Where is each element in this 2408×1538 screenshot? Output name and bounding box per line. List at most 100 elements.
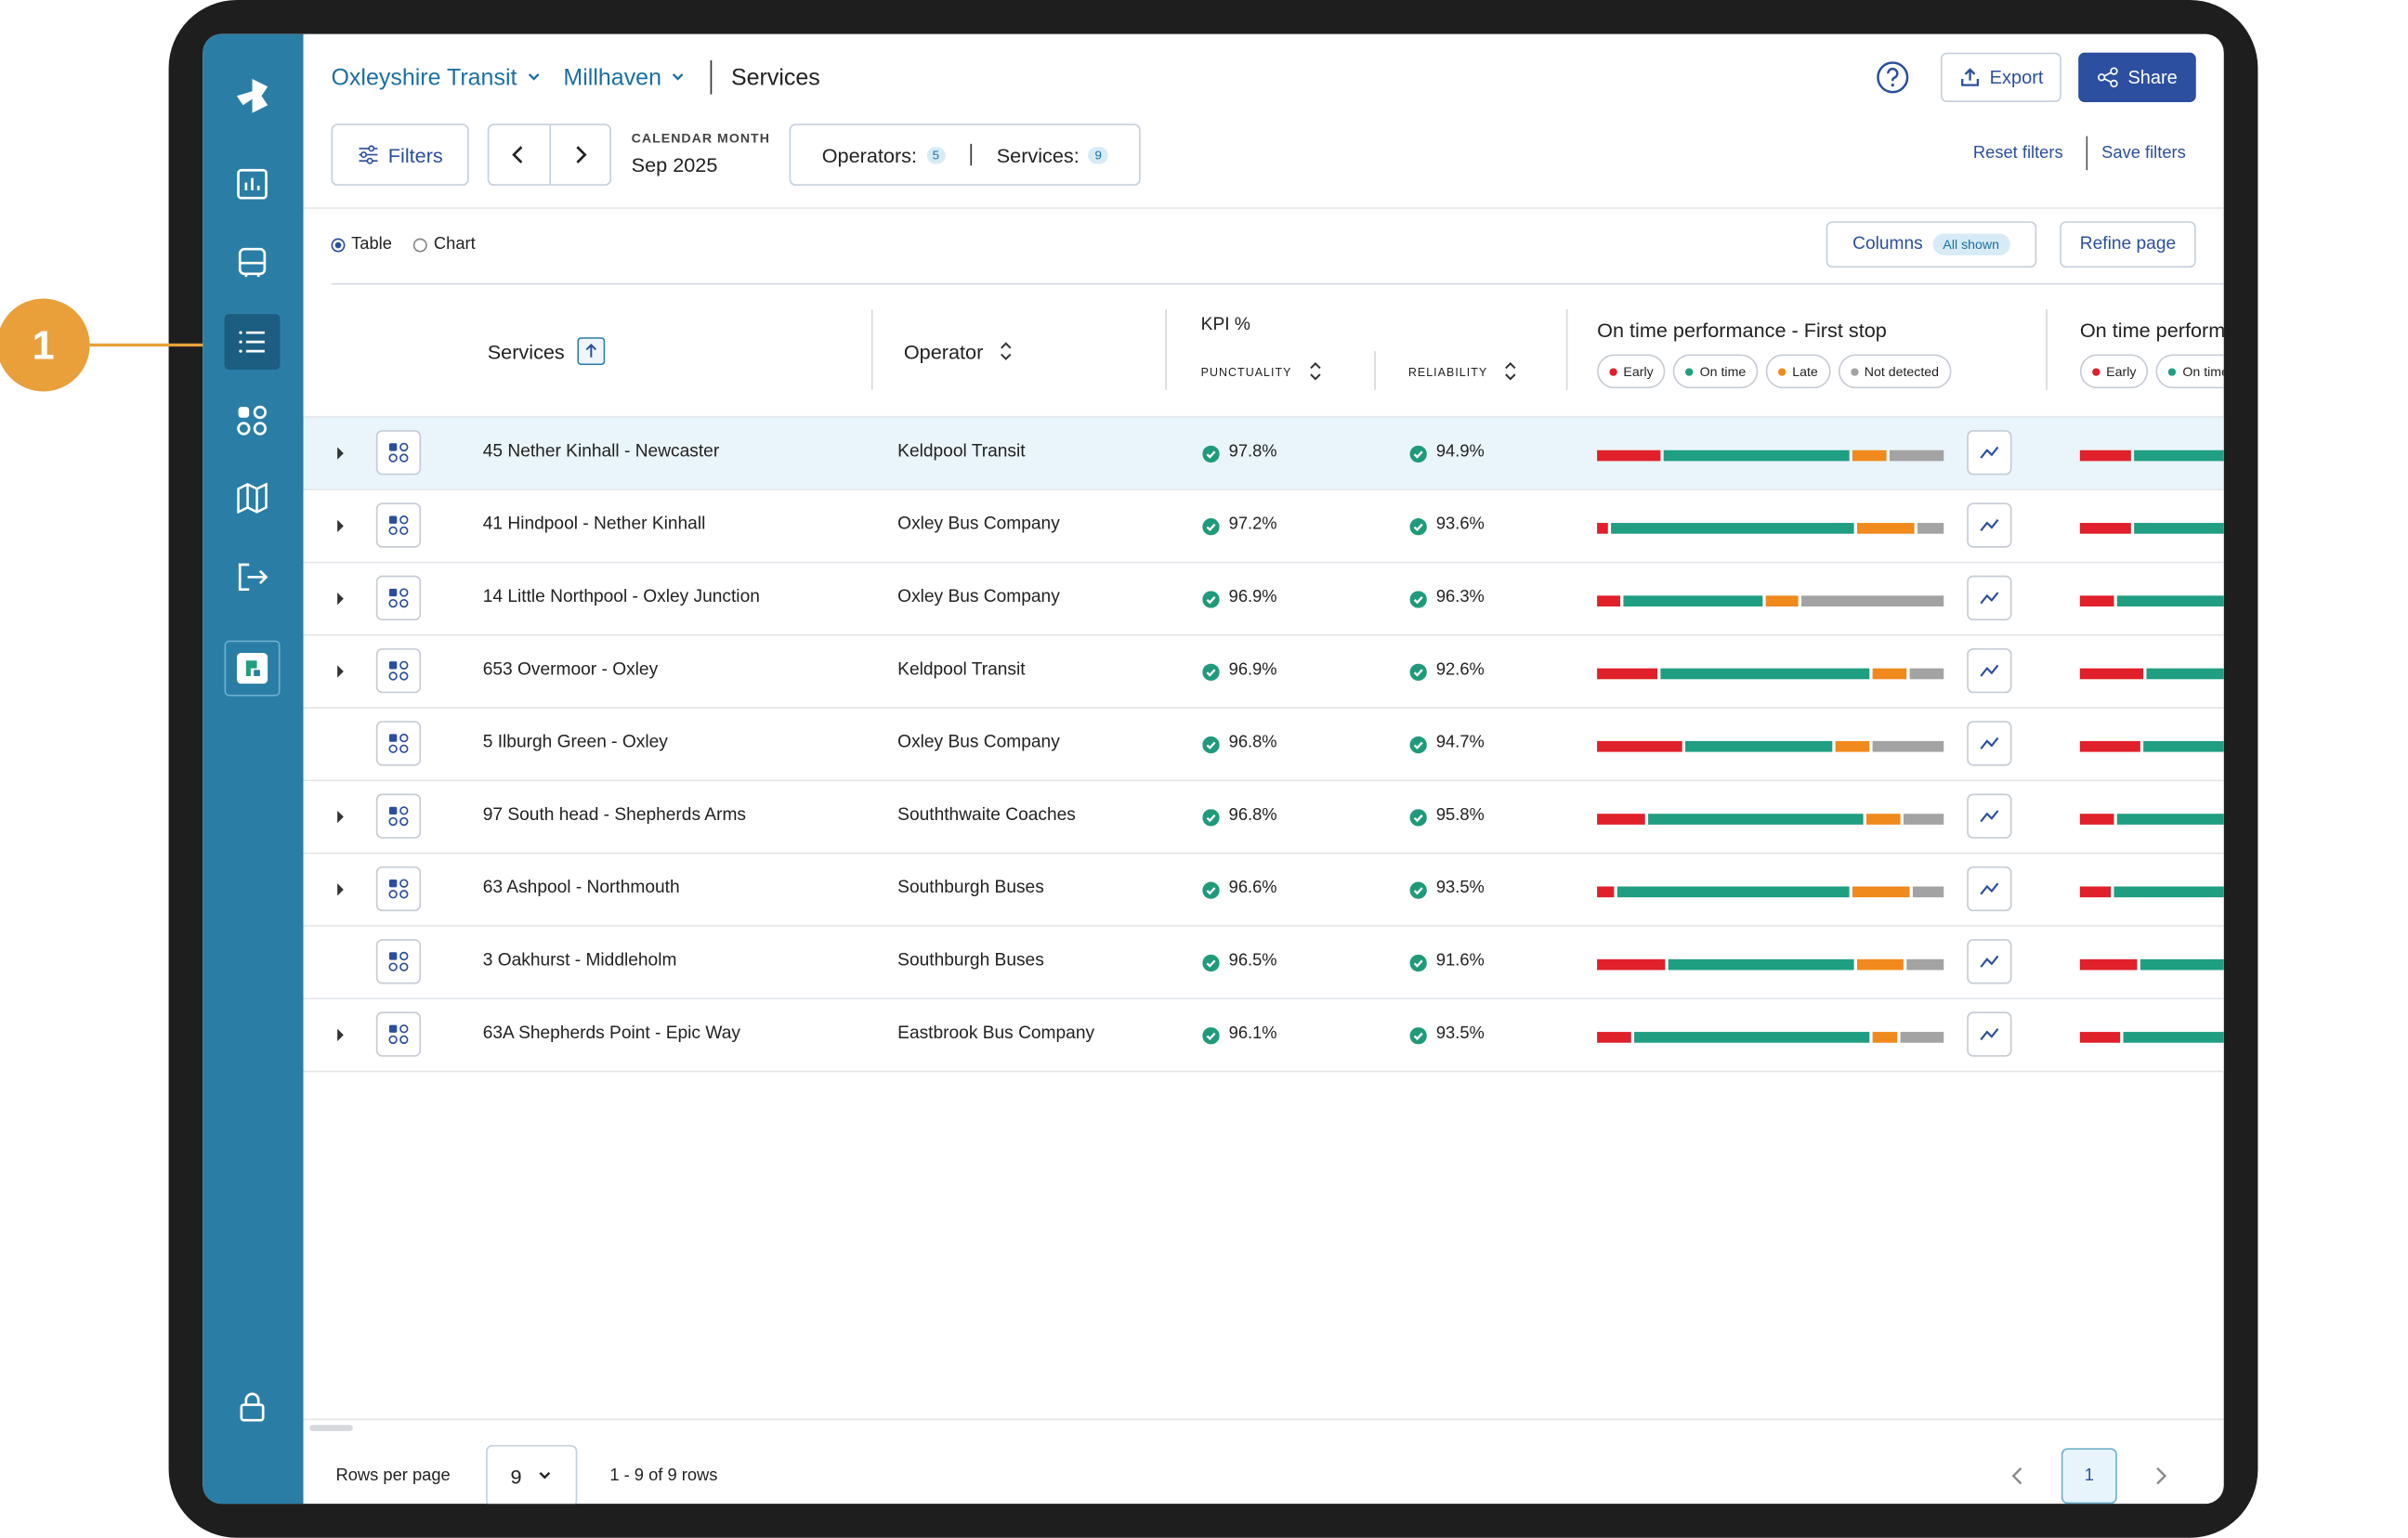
share-button[interactable]: Share [2078,52,2196,102]
otp-segment [2143,740,2224,752]
service-icon-button[interactable] [375,430,422,476]
nav-vehicles[interactable] [237,247,268,279]
service-icon-button[interactable] [375,939,422,984]
page-button[interactable]: 1 [2061,1448,2117,1505]
rows-per-page-select[interactable]: 9 [486,1444,578,1505]
check-icon [1202,662,1220,681]
service-icon-button[interactable] [375,1011,422,1057]
next-page[interactable] [2153,1466,2168,1487]
legend-dot [2168,367,2177,375]
trend-button[interactable] [1967,1011,2012,1057]
columns-status: All shown [1931,233,2010,255]
punctuality: 96.6% [1228,879,1277,898]
trend-button[interactable] [1967,502,2012,548]
operator-name: Southburgh Buses [897,951,1044,971]
table-row[interactable] [303,490,2224,564]
trend-button[interactable] [1967,647,2012,694]
punctuality: 96.9% [1228,660,1277,680]
expand-toggle[interactable] [334,882,347,898]
radio[interactable] [413,237,428,252]
operator-header[interactable]: Operator [904,335,1014,366]
legend-chip[interactable]: Early [2079,354,2149,389]
trend-button[interactable] [1967,793,2012,839]
trend-button[interactable] [1967,939,2012,984]
reset-filters[interactable]: Reset filters [1972,143,2063,163]
service-icon-button[interactable] [375,721,422,766]
expand-toggle[interactable] [334,1027,347,1043]
table-row[interactable] [303,926,2224,1000]
legend-dot [1850,367,1859,375]
label: 1 [2084,1466,2094,1486]
nav-lock[interactable] [237,1391,268,1422]
check-icon [1202,953,1220,971]
table-row[interactable] [303,854,2224,927]
otp-segment [1852,450,1887,462]
otp-bar [1597,1032,1944,1043]
next-button[interactable] [550,125,609,184]
punctuality: 96.5% [1228,951,1277,971]
scope-filter[interactable]: Operators: 5 Services: 9 [789,124,1141,186]
reliability-header[interactable]: RELIABILITY [1408,362,1519,381]
operator-name: Oxley Bus Company [897,588,1060,606]
punctuality-header[interactable]: PUNCTUALITY [1201,362,1323,381]
service-icon-button[interactable] [375,647,422,694]
trend-button[interactable] [1967,866,2012,912]
columns-button[interactable]: Columns All shown [1826,221,2037,268]
nav-app-tile[interactable] [224,640,281,697]
breadcrumb[interactable]: Millhaven [563,64,661,91]
help-button[interactable] [1876,60,1910,95]
legend-chip[interactable]: Late [1765,354,1831,389]
trend-button[interactable] [1967,430,2012,476]
view-label: Table [351,235,392,254]
scrollbar[interactable] [309,1425,353,1431]
service-icon-button[interactable] [375,793,422,839]
legend-chip[interactable]: Not detected [1838,354,1952,389]
expand-toggle[interactable] [334,809,347,825]
legend-label: On time [2182,363,2223,380]
legend-chip[interactable]: Early [1597,354,1667,389]
service-icon-button[interactable] [375,502,422,548]
legend-dot [1778,367,1786,375]
nav-services[interactable] [237,326,268,357]
otp-segment [1866,814,1901,825]
nav-apps[interactable] [237,405,268,436]
reliability: 92.6% [1435,660,1485,680]
breadcrumb[interactable]: Oxleyshire Transit [331,64,517,91]
service-icon-button[interactable] [375,866,422,912]
refine-button[interactable]: Refine page [2060,221,2196,268]
radio[interactable] [331,237,346,252]
expand-toggle[interactable] [334,664,347,680]
expand-toggle[interactable] [334,446,347,462]
expand-toggle[interactable] [334,591,347,606]
otp-second-header: On time performance [2079,319,2224,343]
filters-button[interactable]: Filters [331,124,469,186]
prev-button[interactable] [489,124,551,185]
nav-exit[interactable] [237,562,268,593]
otp-segment [1633,1032,1870,1043]
punctuality: 97.8% [1228,442,1277,462]
check-icon [1409,1026,1427,1044]
check-icon [1409,517,1427,535]
trend-button[interactable] [1967,575,2012,620]
punctuality: 97.2% [1228,515,1277,534]
prev-page[interactable] [2010,1466,2026,1487]
column-divider [1565,309,1568,390]
service-icon-button[interactable] [375,575,422,620]
legend-chip[interactable]: On time [2156,354,2224,389]
save-filters[interactable]: Save filters [2101,143,2186,163]
legend-chip[interactable]: On time [1673,354,1759,389]
otp-bar [1597,595,1944,606]
services-label: Services: [996,143,1080,167]
nav-dashboard[interactable] [237,168,268,200]
export-button[interactable]: Export [1940,52,2061,102]
service-header[interactable]: Services [488,335,606,366]
nav-map[interactable] [237,482,268,515]
otp-segment [1616,886,1851,898]
trend-button[interactable] [1967,721,2012,766]
otp-segment [1597,740,1682,752]
service-name: 45 Nether Kinhall - Newcaster [482,442,720,462]
expand-toggle[interactable] [334,518,347,534]
logo [236,78,268,113]
otp-bar [1597,958,1944,971]
